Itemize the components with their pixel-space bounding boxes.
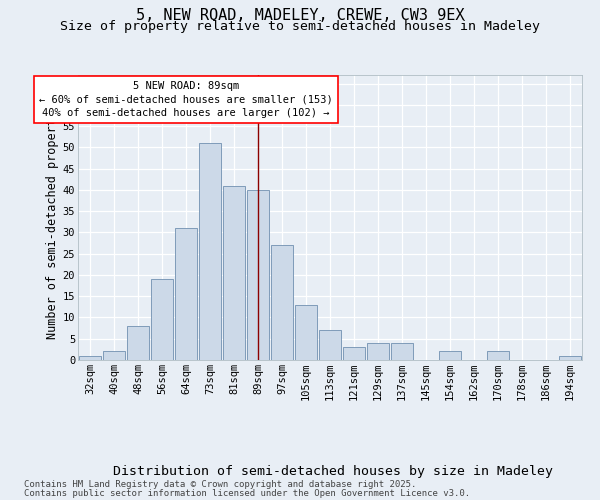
Bar xyxy=(247,190,269,360)
Bar xyxy=(295,304,317,360)
Bar xyxy=(439,352,461,360)
Bar xyxy=(271,245,293,360)
Bar xyxy=(175,228,197,360)
Text: 5, NEW ROAD, MADELEY, CREWE, CW3 9EX: 5, NEW ROAD, MADELEY, CREWE, CW3 9EX xyxy=(136,8,464,22)
Bar xyxy=(343,347,365,360)
Bar xyxy=(79,356,101,360)
Bar xyxy=(367,343,389,360)
Bar xyxy=(223,186,245,360)
Text: Distribution of semi-detached houses by size in Madeley: Distribution of semi-detached houses by … xyxy=(113,464,553,477)
Bar xyxy=(151,279,173,360)
Bar xyxy=(103,352,125,360)
Y-axis label: Number of semi-detached properties: Number of semi-detached properties xyxy=(46,96,59,338)
Bar xyxy=(319,330,341,360)
Bar xyxy=(487,352,509,360)
Bar xyxy=(559,356,581,360)
Bar xyxy=(391,343,413,360)
Text: 5 NEW ROAD: 89sqm
← 60% of semi-detached houses are smaller (153)
40% of semi-de: 5 NEW ROAD: 89sqm ← 60% of semi-detached… xyxy=(39,82,333,118)
Text: Contains HM Land Registry data © Crown copyright and database right 2025.: Contains HM Land Registry data © Crown c… xyxy=(24,480,416,489)
Bar xyxy=(199,143,221,360)
Text: Size of property relative to semi-detached houses in Madeley: Size of property relative to semi-detach… xyxy=(60,20,540,33)
Bar xyxy=(127,326,149,360)
Text: Contains public sector information licensed under the Open Government Licence v3: Contains public sector information licen… xyxy=(24,488,470,498)
